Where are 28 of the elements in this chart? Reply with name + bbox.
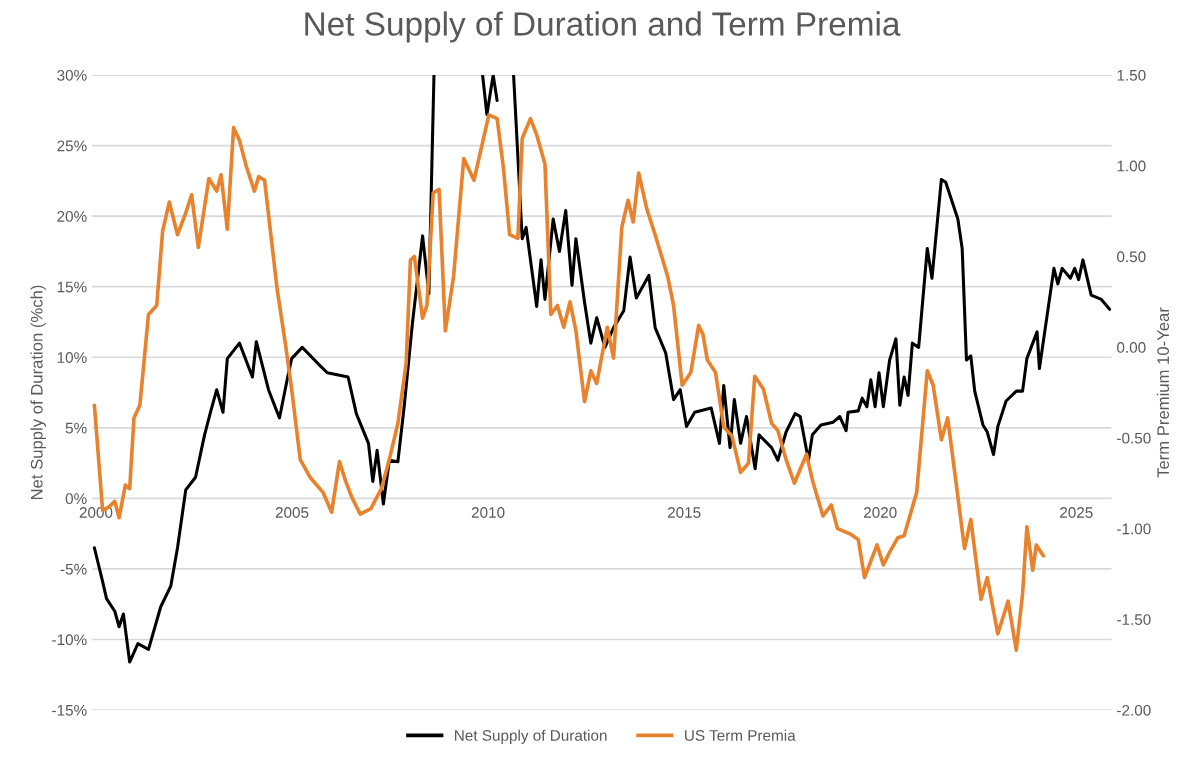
legend-label: US Term Premia xyxy=(685,729,796,741)
x-tick-label: 2010 xyxy=(471,507,505,518)
y2-tick-label: 0.00 xyxy=(1117,342,1146,353)
y2-tick-label: -1.50 xyxy=(1117,614,1151,625)
y-axis-title: Net Supply of Duration (%ch) xyxy=(30,285,46,500)
y-tick-label: 10% xyxy=(57,352,87,363)
x-tick-label: 2025 xyxy=(1060,507,1093,518)
y2-tick-label: -1.00 xyxy=(1117,523,1151,535)
chart-title: Net Supply of Duration and Term Premia xyxy=(305,11,901,43)
y-tick-label: -5% xyxy=(60,563,87,575)
x-tick-label: 2015 xyxy=(667,507,701,518)
y-tick-label: 25% xyxy=(57,140,87,152)
y2-tick-label: 0.50 xyxy=(1117,251,1146,263)
x-tick-label: 2020 xyxy=(863,507,897,518)
y-tick-label: 5% xyxy=(65,422,87,434)
y-tick-label: 30% xyxy=(57,69,87,81)
y-tick-label: 20% xyxy=(57,211,87,222)
y2-axis-title: Term Premium 10-Year xyxy=(1156,307,1170,478)
y2-tick-label: -2.00 xyxy=(1117,704,1151,716)
y2-tick-label: 1.00 xyxy=(1117,160,1146,172)
y-tick-label: 15% xyxy=(57,281,87,293)
legend-label: Net Supply of Duration xyxy=(455,729,607,744)
y-tick-label: -15% xyxy=(52,704,87,716)
y2-tick-label: -0.50 xyxy=(1117,432,1151,444)
x-tick-label: 2005 xyxy=(275,507,309,518)
y-tick-label: 0% xyxy=(65,493,87,505)
y2-tick-label: 1.50 xyxy=(1117,69,1146,81)
y-tick-label: -10% xyxy=(52,634,87,646)
